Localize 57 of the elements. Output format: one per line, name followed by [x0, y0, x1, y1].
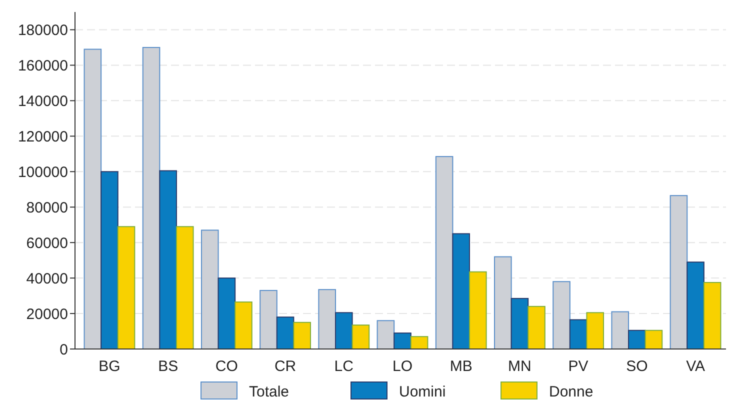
legend-label: Totale — [249, 383, 290, 400]
bar — [628, 330, 646, 350]
bar — [352, 324, 370, 350]
y-tick-label: 80000 — [26, 199, 68, 216]
bar — [318, 289, 336, 350]
y-tick-label: 160000 — [18, 57, 68, 74]
bar — [686, 262, 704, 350]
bar — [569, 319, 588, 350]
bar — [176, 226, 194, 350]
x-tick-label: VA — [686, 358, 705, 375]
bar — [276, 316, 294, 350]
x-tick-label: MN — [508, 358, 532, 375]
y-tick-label: 60000 — [26, 234, 68, 252]
bar — [394, 332, 412, 350]
x-tick-label: SO — [626, 358, 648, 375]
legend-label: Donne — [549, 383, 594, 400]
x-tick-label: PV — [568, 358, 588, 375]
x-tick-label: LO — [392, 358, 413, 375]
bar — [435, 156, 454, 350]
bar — [142, 46, 160, 350]
bar — [410, 336, 428, 350]
y-tick-label: 20000 — [26, 306, 68, 323]
bar — [218, 278, 236, 350]
bar — [552, 281, 570, 350]
y-tick-label: 40000 — [26, 270, 68, 288]
y-tick-label: 0 — [60, 341, 68, 358]
y-tick-label: 140000 — [18, 92, 68, 110]
bar — [159, 170, 177, 350]
bar — [703, 282, 722, 350]
y-tick-label: 180000 — [18, 22, 68, 39]
x-tick-label: BG — [98, 358, 120, 375]
bar — [469, 271, 487, 350]
bar — [84, 48, 102, 350]
bar — [334, 312, 353, 350]
bar — [234, 301, 252, 350]
x-tick-label: BS — [158, 358, 178, 375]
bar — [510, 298, 529, 350]
bar — [586, 312, 604, 350]
y-tick-label: 100000 — [18, 164, 68, 181]
bar — [611, 311, 630, 350]
bar — [117, 226, 136, 350]
bar — [670, 195, 688, 350]
bar — [644, 330, 663, 350]
x-tick-label: CO — [215, 358, 238, 375]
bar — [376, 320, 395, 350]
bar — [293, 322, 311, 350]
x-tick-label: LC — [334, 358, 354, 375]
legend-label: Uomini — [399, 383, 446, 400]
x-tick-label: CR — [274, 358, 296, 375]
bar — [528, 306, 546, 350]
bar — [200, 230, 219, 350]
bar — [100, 171, 118, 350]
x-tick-label: MB — [450, 358, 472, 375]
y-tick-label: 120000 — [18, 128, 68, 146]
bar — [260, 290, 278, 350]
bar — [494, 256, 512, 350]
bar — [452, 233, 470, 350]
